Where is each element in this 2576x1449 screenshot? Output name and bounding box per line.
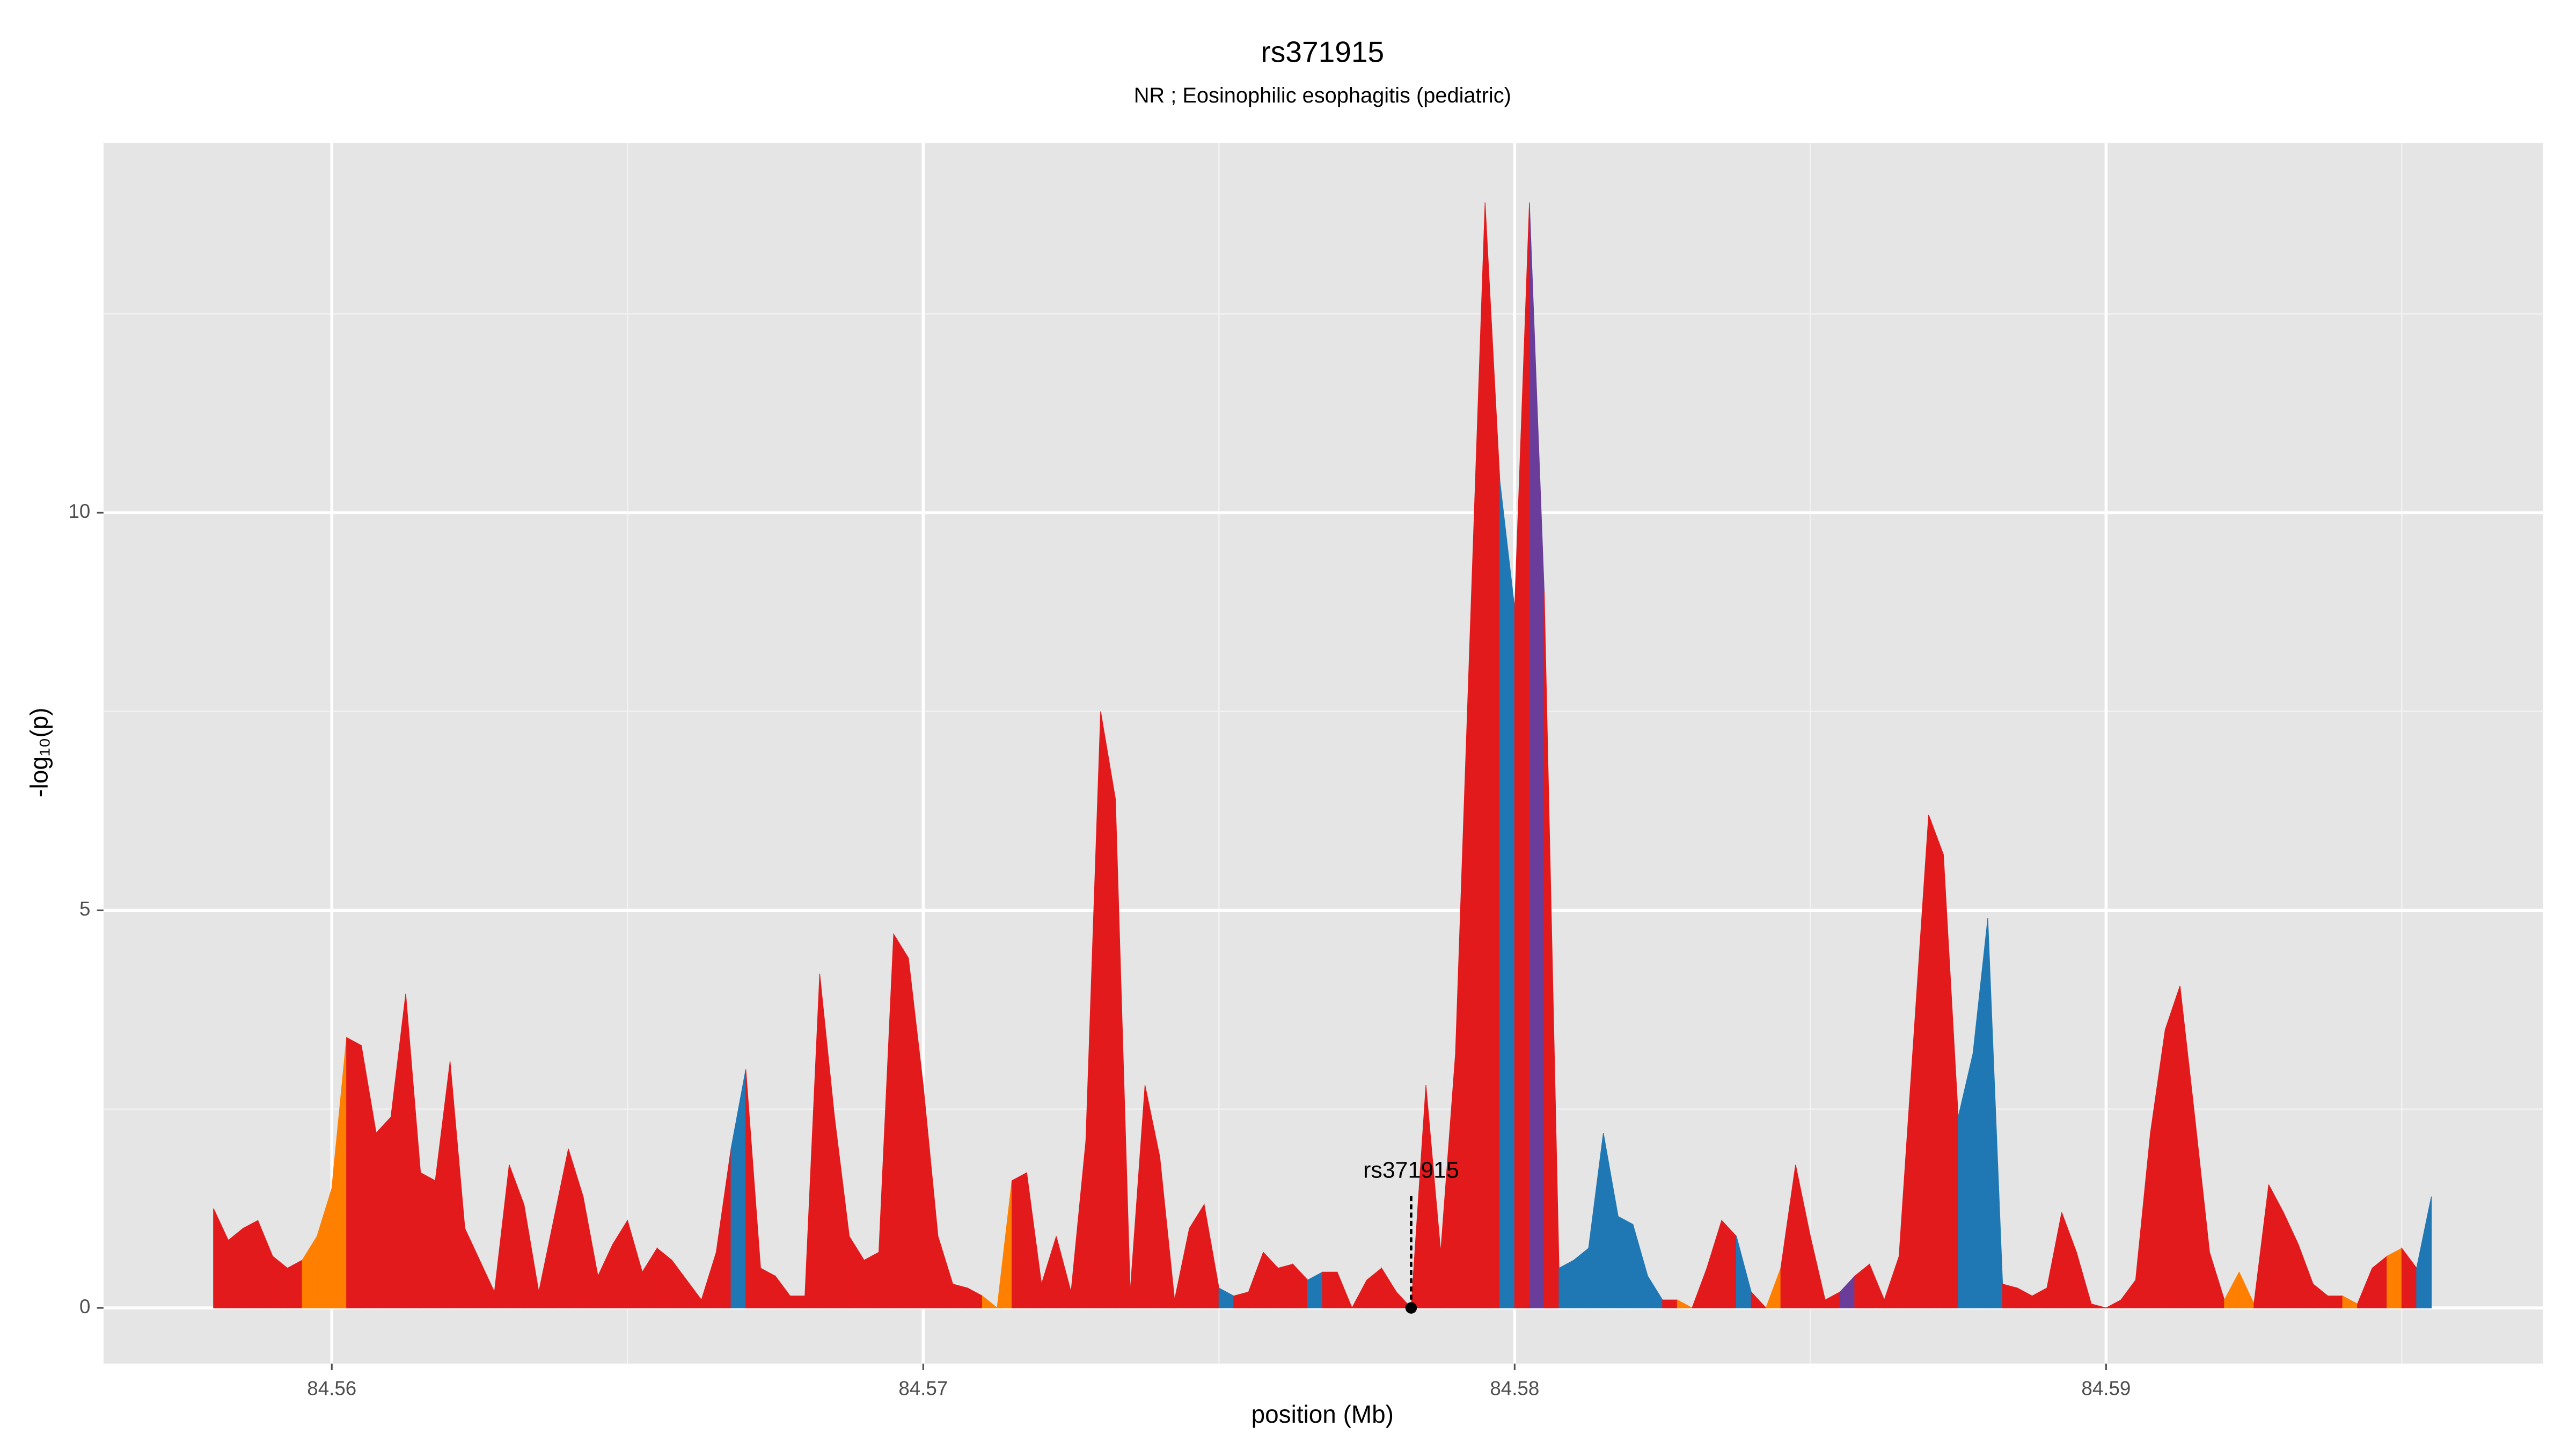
- area-segment: [1677, 1299, 1693, 1308]
- area-segment: [1011, 1172, 1027, 1308]
- annotation: rs371915: [1363, 1157, 1459, 1314]
- area-segment: [1322, 1271, 1338, 1308]
- area-segment: [2002, 1283, 2018, 1308]
- area-segment: [1100, 711, 1116, 1308]
- area-segment: [1337, 1272, 1353, 1308]
- y-tick-label: 5: [79, 898, 90, 920]
- area-segment: [863, 1252, 880, 1308]
- area-segment: [376, 1116, 392, 1308]
- area-segment: [952, 1283, 968, 1308]
- area-segment: [2416, 1196, 2432, 1308]
- area-segment: [789, 1296, 806, 1308]
- area-segment: [1721, 1219, 1737, 1308]
- chart-subtitle: NR ; Eosinophilic esophagitis (pediatric…: [1134, 84, 1511, 107]
- area-segment: [1499, 481, 1515, 1308]
- axes: 84.56 84.57 84.58 84.59 0 5 10: [69, 500, 2131, 1399]
- data-area: [213, 202, 2432, 1308]
- area-segment: [287, 1260, 303, 1308]
- chart-title: rs371915: [1261, 35, 1384, 69]
- area-segment: [1558, 1260, 1575, 1308]
- area-segment: [1662, 1299, 1678, 1308]
- x-tick-label: 84.57: [898, 1377, 948, 1399]
- annotation-label: rs371915: [1363, 1157, 1459, 1183]
- y-tick-label: 10: [69, 500, 91, 522]
- area-segment: [346, 1037, 362, 1308]
- area-segment: [2387, 1247, 2402, 1308]
- area-segment: [2091, 1303, 2106, 1308]
- area-segment: [2164, 985, 2180, 1308]
- area-segment: [1928, 815, 1944, 1308]
- x-tick-label: 84.56: [307, 1377, 356, 1399]
- area-segment: [893, 933, 909, 1308]
- plot-panel: [103, 143, 2543, 1364]
- area-segment: [2328, 1296, 2343, 1308]
- annotation-point: [1405, 1302, 1417, 1314]
- x-axis-title: position (Mb): [1252, 1400, 1394, 1428]
- x-tick-label: 84.59: [2081, 1377, 2131, 1399]
- x-tick-label: 84.58: [1490, 1377, 1539, 1399]
- area-segment: [1751, 1291, 1767, 1308]
- area-segment: [228, 1227, 244, 1308]
- area-segment: [1396, 1291, 1412, 1308]
- area-segment: [1618, 1216, 1634, 1308]
- area-segment: [1277, 1263, 1293, 1308]
- area-segment: [420, 1172, 436, 1308]
- area-segment: [243, 1220, 259, 1308]
- area-segment: [982, 1295, 998, 1308]
- y-axis-title: -log₁₀(p): [25, 707, 53, 797]
- y-tick-label: 0: [79, 1296, 90, 1318]
